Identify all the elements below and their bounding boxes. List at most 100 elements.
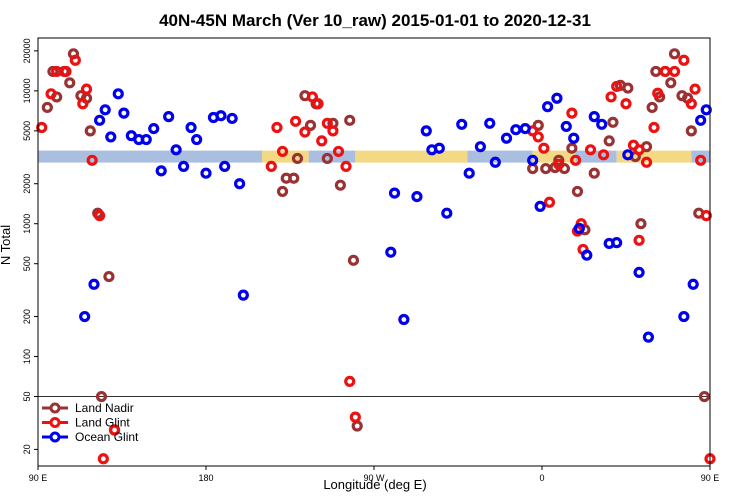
data-point — [332, 145, 345, 158]
data-point — [306, 91, 318, 103]
data-point — [700, 104, 712, 116]
data-point — [99, 104, 111, 116]
y-tick-label-7: 5000 — [22, 121, 32, 141]
data-point — [607, 116, 619, 128]
data-point — [519, 122, 531, 135]
data-point — [36, 121, 48, 134]
data-point — [237, 289, 249, 301]
data-point — [538, 142, 550, 154]
data-point — [588, 167, 600, 179]
y-axis: 20 50 100 200 500 1000 2000 5000 10000 20000 — [22, 38, 38, 454]
data-point — [611, 237, 623, 249]
data-point — [340, 160, 352, 173]
data-point — [687, 278, 699, 290]
data-point — [234, 178, 246, 190]
data-point — [510, 124, 522, 136]
data-point — [299, 126, 311, 138]
data-point — [148, 122, 160, 135]
data-point — [316, 135, 328, 147]
data-point — [500, 132, 513, 144]
data-point — [642, 331, 655, 343]
data-point — [347, 254, 360, 266]
data-point — [185, 121, 197, 134]
data-point — [571, 185, 584, 198]
series-ocean-glint — [79, 88, 712, 343]
data-point — [678, 310, 690, 323]
data-point — [700, 210, 712, 222]
data-point — [351, 420, 363, 432]
y-tick-label-5: 1000 — [22, 214, 32, 234]
data-point — [97, 453, 109, 465]
data-point — [271, 121, 283, 134]
data-point — [200, 167, 212, 179]
data-point — [321, 152, 333, 165]
data-point — [463, 167, 475, 179]
data-point — [265, 160, 277, 173]
data-point — [569, 154, 582, 166]
data-point — [155, 165, 167, 177]
data-point — [659, 65, 671, 78]
data-point — [568, 132, 580, 144]
data-point — [532, 131, 544, 143]
legend-label-0: Land Nadir — [75, 401, 134, 415]
data-point — [665, 77, 677, 89]
data-point — [646, 101, 658, 114]
data-point — [93, 210, 106, 222]
data-point — [622, 149, 634, 161]
x-tick-label-3: 0 — [539, 473, 544, 483]
data-point — [45, 88, 57, 100]
legend-marker-2 — [49, 431, 61, 443]
legend-marker-1 — [49, 417, 61, 428]
data-point — [385, 246, 397, 258]
data-point — [84, 125, 96, 137]
y-tick-label-1: 50 — [22, 392, 32, 402]
data-point — [566, 107, 578, 119]
data-point — [140, 133, 152, 146]
data-point — [633, 144, 645, 156]
data-point — [648, 121, 660, 134]
data-point — [86, 154, 98, 166]
data-point — [288, 172, 300, 184]
data-point — [191, 133, 203, 146]
data-point — [69, 54, 81, 66]
data-point — [584, 144, 597, 156]
x-tick-label-1: 180 — [198, 473, 213, 483]
data-point — [474, 141, 486, 153]
data-point — [118, 107, 130, 119]
data-point — [605, 91, 617, 103]
data-point — [695, 114, 707, 126]
x-tick-label-2: 90 W — [363, 473, 385, 483]
series-land-glint — [36, 54, 716, 465]
data-point — [650, 65, 662, 78]
data-point — [668, 65, 681, 78]
data-point — [312, 98, 324, 110]
data-point — [215, 110, 227, 122]
data-point — [411, 190, 423, 203]
x-axis-label: Longitude (deg E) — [323, 477, 426, 492]
data-point — [640, 156, 653, 168]
y-tick-label-0: 20 — [22, 444, 32, 454]
data-point — [573, 222, 585, 235]
data-point — [433, 142, 445, 154]
data-point — [540, 162, 552, 175]
data-point — [566, 142, 578, 154]
y-axis-label: N Total — [0, 225, 13, 265]
data-point — [103, 270, 115, 283]
data-point — [611, 80, 623, 93]
data-point — [334, 179, 346, 191]
data-point — [652, 87, 664, 99]
data-point — [560, 120, 572, 133]
data-point — [95, 390, 108, 403]
data-point — [79, 310, 91, 323]
legend-marker-0 — [49, 402, 61, 414]
data-point — [551, 92, 563, 104]
data-point — [41, 101, 53, 114]
y-tick-label-9: 20000 — [22, 38, 32, 63]
data-point — [349, 411, 361, 423]
data-point — [344, 114, 356, 126]
y-tick-label-3: 200 — [22, 309, 32, 324]
data-point — [633, 266, 645, 278]
data-point — [553, 154, 565, 166]
